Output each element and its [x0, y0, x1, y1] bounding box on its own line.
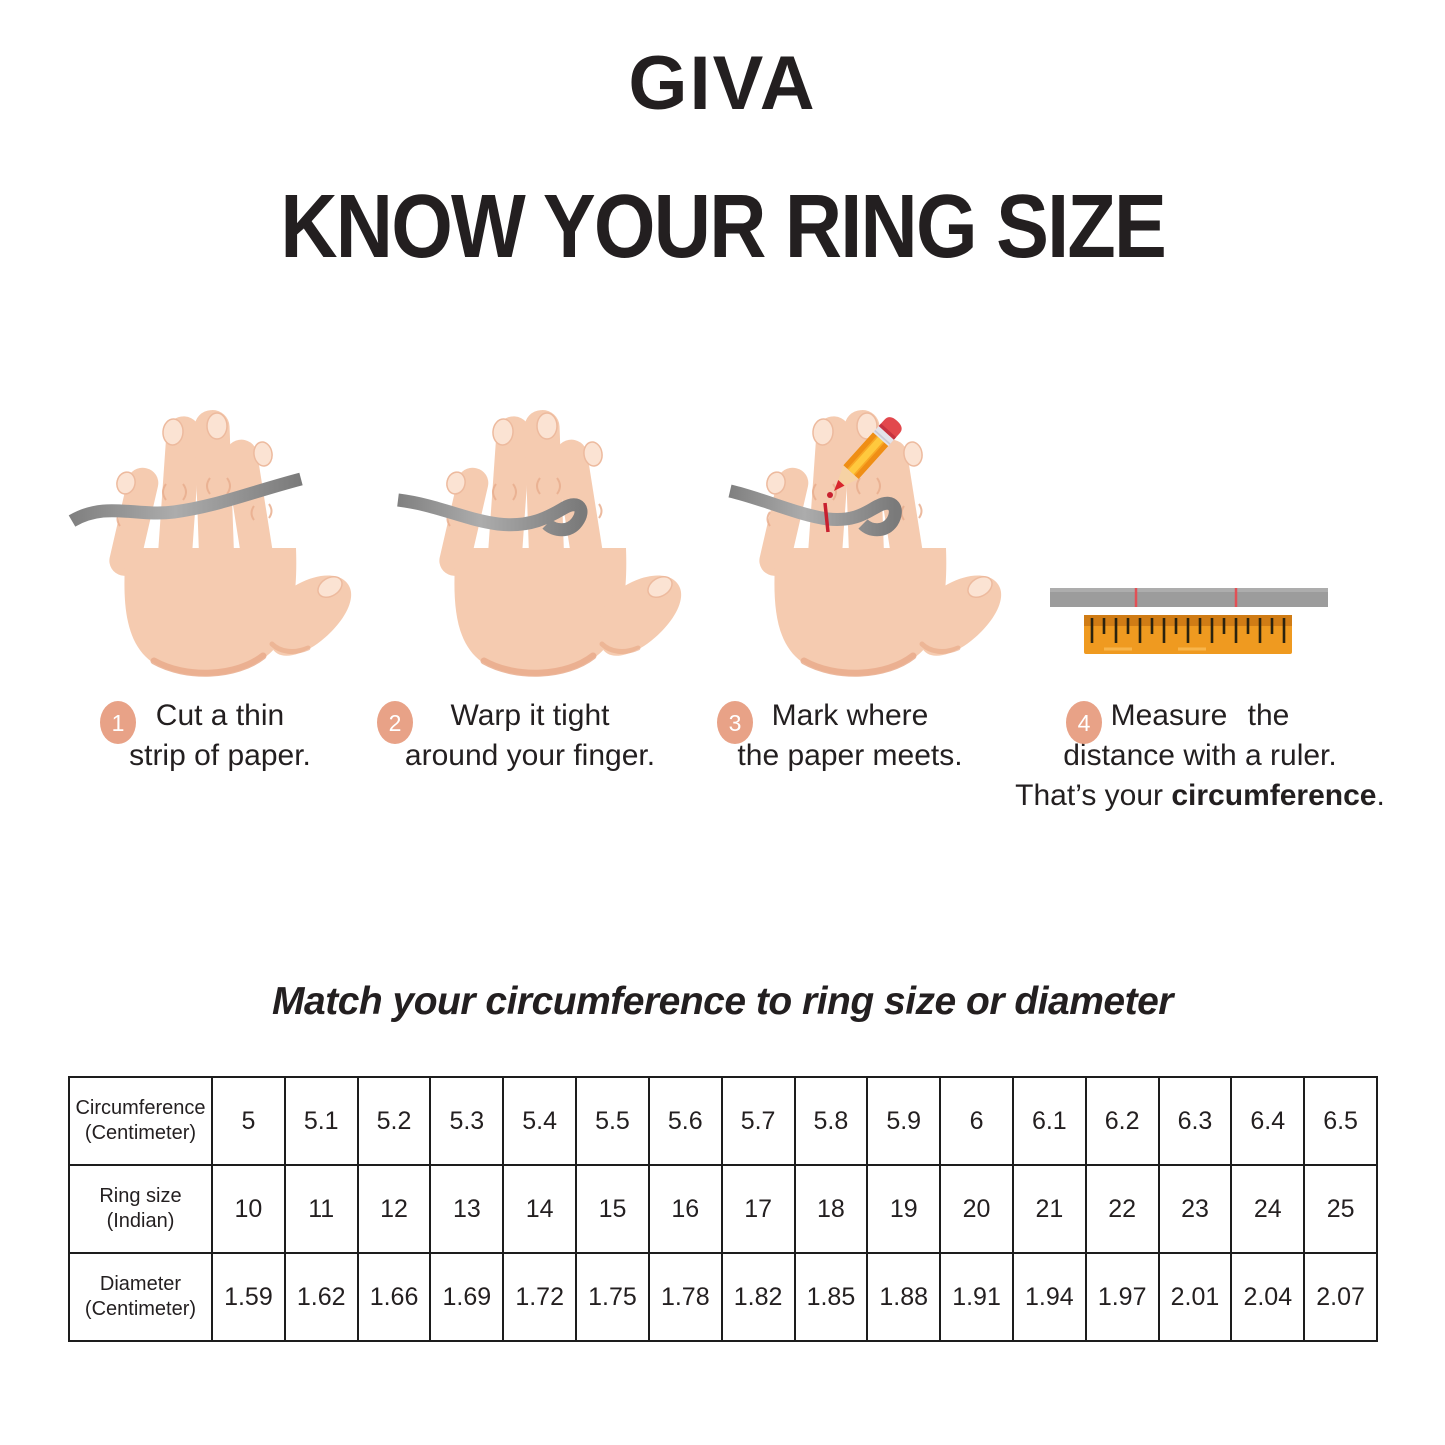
table-cell: 5.5 [575, 1076, 650, 1166]
step-caption-line: the paper meets. [737, 739, 963, 772]
table-cell: 1.75 [575, 1252, 650, 1342]
table-cell: 6.1 [1011, 1076, 1087, 1166]
table-cell: 1.85 [793, 1252, 869, 1342]
table-cell: 1.88 [866, 1252, 942, 1342]
row-label: Diameter (Centimeter) [68, 1252, 213, 1342]
pencil-mark [823, 502, 830, 533]
table-cell: 21 [1011, 1164, 1087, 1254]
table-cell: 5 [211, 1076, 286, 1166]
table-cell: 6.5 [1303, 1076, 1378, 1166]
table-cell: 1.66 [356, 1252, 432, 1342]
step-caption-line: Measure the [1110, 699, 1290, 732]
ruler-icon [1084, 615, 1292, 654]
caption-text-bold: circumference [1171, 779, 1377, 812]
hand-step1-illustration [68, 388, 388, 688]
table-cell: 10 [211, 1164, 286, 1254]
table-cell: 1.59 [211, 1252, 286, 1342]
table-cell: 5.1 [283, 1076, 359, 1166]
row-label: Ring size (Indian) [68, 1164, 213, 1254]
table-cell: 5.3 [429, 1076, 505, 1166]
paper-strip-icon [68, 472, 303, 527]
step-caption-line: Cut a thin [155, 699, 285, 732]
size-table-body: Circumference (Centimeter) 5 5.1 5.2 5.3 5.4 5.… [68, 1076, 1378, 1342]
step-caption-line: Mark where [771, 699, 929, 732]
size-table: Circumference (Centimeter) 5 5.1 5.2 5.3 5.4 5.… [68, 1076, 1378, 1342]
table-cell: 14 [502, 1164, 578, 1254]
table-cell: 5.9 [866, 1076, 942, 1166]
step-3-caption: 3 Mark where the paper meets. [690, 696, 1010, 776]
step-caption-line: That’s your circumference. [1000, 776, 1400, 816]
table-cell: 17 [720, 1164, 796, 1254]
caption-text: That’s your [1015, 779, 1172, 812]
table-cell: 1.69 [429, 1252, 505, 1342]
table-cell: 13 [429, 1164, 505, 1254]
step-4-badge: 4 [1066, 701, 1102, 744]
table-cell: 6.3 [1157, 1076, 1233, 1166]
table-cell: 2.04 [1230, 1252, 1306, 1342]
table-cell: 6.4 [1230, 1076, 1306, 1166]
table-cell: 25 [1303, 1164, 1378, 1254]
table-cell: 1.94 [1011, 1252, 1087, 1342]
table-cell: 1.72 [502, 1252, 578, 1342]
paper-strip-icon [397, 493, 588, 537]
table-cell: 11 [283, 1164, 359, 1254]
table-cell: 5.4 [502, 1076, 578, 1166]
step-1-badge: 1 [100, 701, 136, 744]
table-cell: 1.62 [283, 1252, 359, 1342]
table-cell: 1.97 [1084, 1252, 1160, 1342]
table-row: Circumference (Centimeter) 5 5.1 5.2 5.3 5.4 5.… [68, 1076, 1378, 1166]
table-cell: 5.6 [647, 1076, 723, 1166]
table-cell: 1.82 [720, 1252, 796, 1342]
brand-logo: GIVA [628, 41, 817, 126]
table-cell: 5.7 [720, 1076, 796, 1166]
table-cell: 2.01 [1157, 1252, 1233, 1342]
hand-step3-illustration [728, 388, 1038, 688]
step-caption-line: strip of paper. [129, 739, 311, 772]
table-title: Match your circumference to ring size or… [272, 980, 1173, 1023]
page-title-text: KNOW YOUR RING SIZE [280, 177, 1167, 277]
strip-and-ruler-illustration [1050, 588, 1328, 654]
table-cell: 19 [866, 1164, 942, 1254]
table-cell: 5.8 [793, 1076, 869, 1166]
step-2-badge: 2 [377, 701, 413, 744]
table-cell: 16 [647, 1164, 723, 1254]
table-cell: 20 [939, 1164, 1014, 1254]
paper-strip-icon [728, 484, 902, 537]
hand-step2-illustration [397, 388, 718, 688]
table-cell: 5.2 [356, 1076, 432, 1166]
table-cell: 1.91 [939, 1252, 1014, 1342]
table-row: Ring size (Indian) 10 11 12 13 14 15 16 17 18 19 20 2… [68, 1164, 1378, 1254]
table-cell: 22 [1084, 1164, 1160, 1254]
step-2-caption: 2 Warp it tight around your finger. [370, 696, 690, 776]
caption-text: . [1376, 779, 1385, 812]
table-cell: 23 [1157, 1164, 1233, 1254]
table-cell: 12 [356, 1164, 432, 1254]
step-caption-line: around your finger. [404, 739, 656, 772]
table-cell: 1.78 [647, 1252, 723, 1342]
step-4-caption: 4 Measure the distance with a ruler. Tha… [1000, 696, 1400, 816]
pencil-icon [834, 417, 902, 491]
table-row: Diameter (Centimeter) 1.59 1.62 1.66 1.69 1.72… [68, 1252, 1378, 1342]
table-cell: 6 [939, 1076, 1014, 1166]
step-caption-line: Warp it tight [450, 699, 610, 732]
table-cell: 18 [793, 1164, 869, 1254]
table-cell: 24 [1230, 1164, 1306, 1254]
paper-strip-icon [1050, 588, 1328, 607]
step-1-caption: 1 Cut a thin strip of paper. [55, 696, 385, 776]
table-cell: 15 [575, 1164, 650, 1254]
table-cell: 2.07 [1303, 1252, 1378, 1342]
pencil-mark-dot [827, 492, 833, 498]
step-caption-line: distance with a ruler. [1063, 739, 1337, 772]
step-3-badge: 3 [717, 701, 753, 744]
table-cell: 6.2 [1084, 1076, 1160, 1166]
page-title: KNOW YOUR RING SIZE [0, 176, 1445, 279]
row-label: Circumference (Centimeter) [68, 1076, 213, 1166]
